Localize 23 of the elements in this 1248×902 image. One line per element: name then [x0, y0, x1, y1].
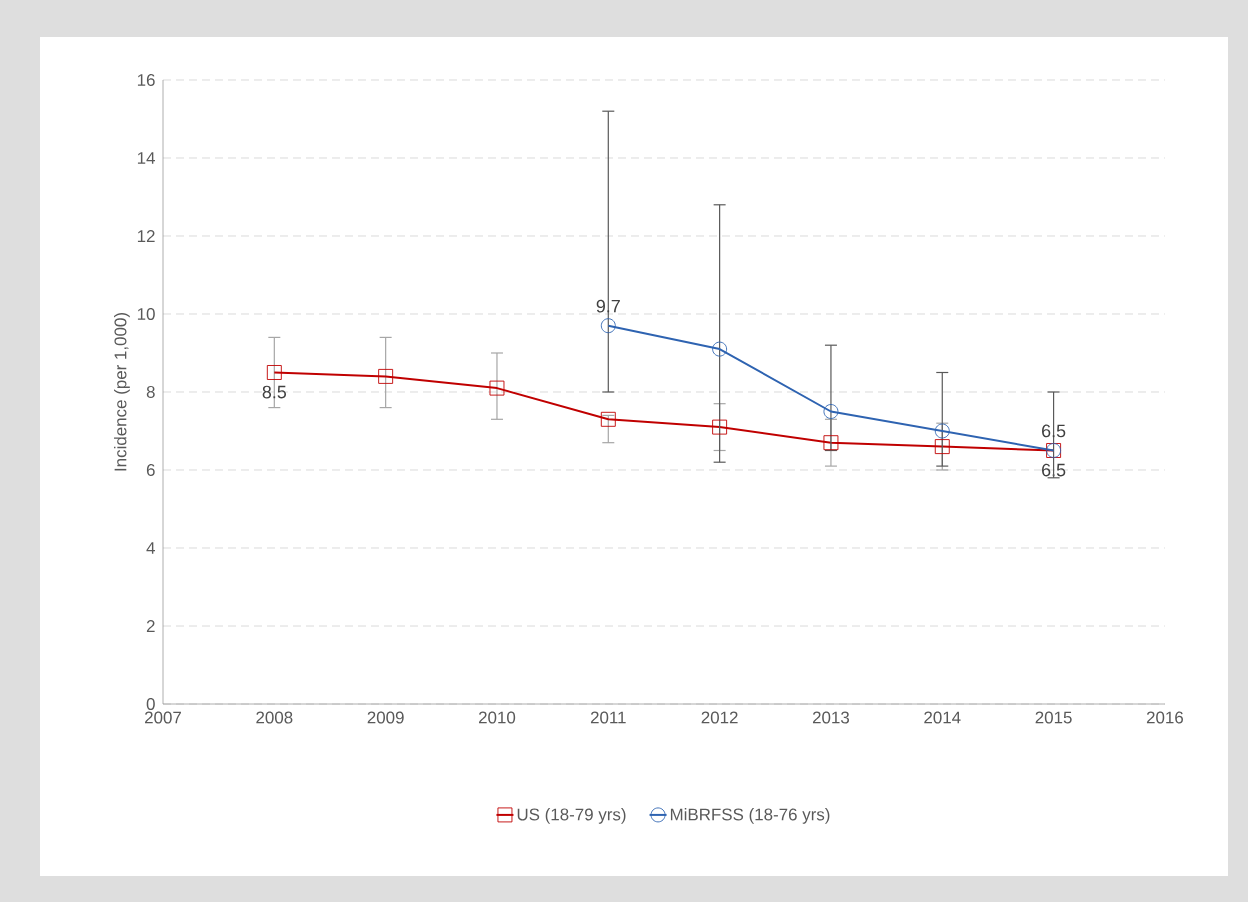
y-tick-label: 16 [137, 73, 155, 86]
y-tick-label: 2 [146, 620, 155, 632]
y-tick-label: 6 [146, 464, 155, 476]
x-tick-label: 2010 [478, 711, 516, 724]
x-tick-label: 2009 [367, 711, 404, 724]
x-tick-label: 2015 [1035, 711, 1072, 724]
y-tick-label: 4 [146, 542, 155, 554]
data-label: 8.5 [262, 385, 287, 399]
y-tick-label: 10 [137, 308, 155, 320]
y-tick-label: 0 [146, 698, 155, 710]
y-tick-label: 8 [146, 386, 155, 398]
x-tick-label: 2007 [145, 711, 181, 724]
y-axis-title: Incidence (per 1,000) [114, 313, 130, 471]
x-tick-label: 2016 [1146, 711, 1183, 724]
x-tick-label: 2013 [812, 711, 850, 724]
x-tick-label: 2011 [590, 711, 626, 724]
y-tick-label: 12 [137, 230, 155, 242]
x-tick-label: 2008 [256, 711, 293, 724]
x-tick-label: 2012 [701, 711, 738, 724]
legend-label: MiBRFSS (18-76 yrs) [670, 808, 830, 824]
x-tick-label: 2014 [924, 711, 961, 724]
y-tick-label: 14 [137, 152, 155, 164]
legend-label: US (18-79 yrs) [517, 808, 626, 824]
